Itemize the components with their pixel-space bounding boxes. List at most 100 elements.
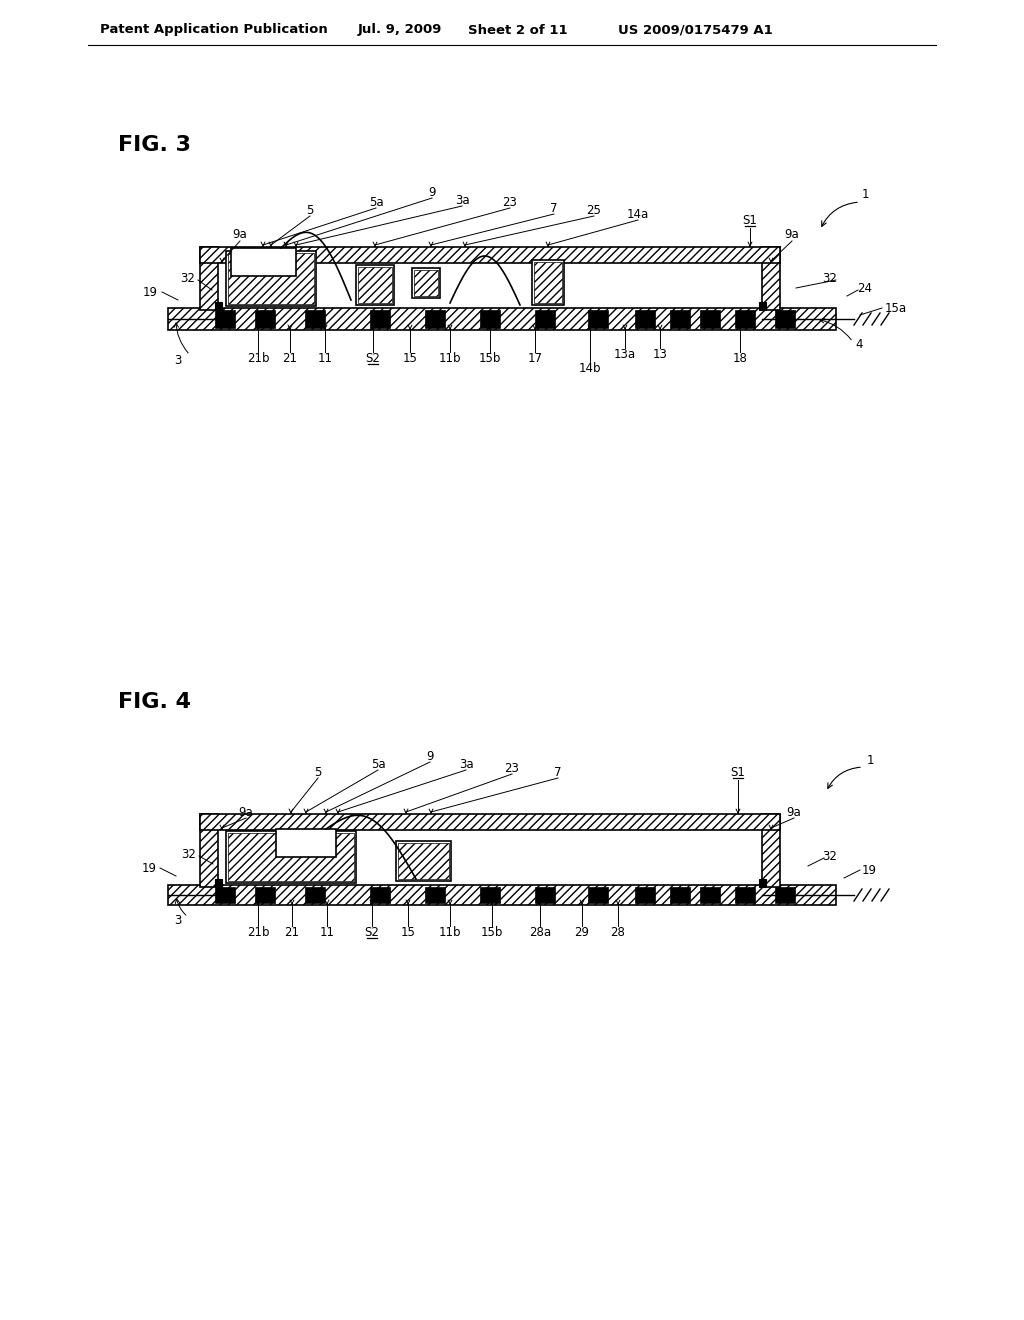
Text: S1: S1 <box>742 214 758 227</box>
Text: 23: 23 <box>505 762 519 775</box>
Text: 32: 32 <box>822 272 838 285</box>
Text: 21: 21 <box>283 351 298 364</box>
Text: 11b: 11b <box>438 351 461 364</box>
Bar <box>200 247 218 310</box>
Bar <box>370 887 390 903</box>
Bar <box>700 310 720 327</box>
Text: 32: 32 <box>822 850 838 862</box>
Text: 9a: 9a <box>239 805 253 818</box>
Text: 11b: 11b <box>438 925 461 939</box>
Bar <box>358 267 392 304</box>
Text: 17: 17 <box>527 351 543 364</box>
Bar <box>535 887 555 903</box>
Bar <box>356 265 394 305</box>
Bar <box>255 310 275 327</box>
Bar <box>775 887 795 903</box>
Bar <box>480 887 500 903</box>
Text: 13: 13 <box>652 347 668 360</box>
Text: 15a: 15a <box>885 301 907 314</box>
Bar <box>305 310 325 327</box>
Text: 15b: 15b <box>479 351 501 364</box>
Text: 7: 7 <box>554 766 562 779</box>
Text: 3a: 3a <box>459 758 473 771</box>
Bar <box>588 887 608 903</box>
Text: 9: 9 <box>428 186 436 198</box>
Text: 11: 11 <box>317 351 333 364</box>
Bar <box>215 887 234 903</box>
Bar <box>412 268 440 298</box>
Bar <box>735 887 755 903</box>
Text: 13a: 13a <box>614 347 636 360</box>
Text: 9a: 9a <box>786 805 802 818</box>
Bar <box>231 248 296 276</box>
Text: 23: 23 <box>503 195 517 209</box>
Text: 9: 9 <box>426 750 434 763</box>
Bar <box>425 310 445 327</box>
Text: 9a: 9a <box>784 228 800 242</box>
Text: S2: S2 <box>366 351 381 364</box>
Bar <box>762 814 780 887</box>
Text: 25: 25 <box>587 203 601 216</box>
Text: 19: 19 <box>142 862 157 874</box>
Text: 19: 19 <box>862 863 877 876</box>
Text: 32: 32 <box>181 847 196 861</box>
Bar <box>370 310 390 327</box>
Text: 1: 1 <box>866 754 873 767</box>
Text: 15b: 15b <box>481 925 503 939</box>
Text: 3: 3 <box>175 354 182 367</box>
Text: 24: 24 <box>857 281 872 294</box>
Text: 21: 21 <box>285 925 299 939</box>
Bar <box>534 261 562 304</box>
Text: FIG. 3: FIG. 3 <box>118 135 191 154</box>
Bar <box>480 310 500 327</box>
Text: 14b: 14b <box>579 362 601 375</box>
Text: 4: 4 <box>855 338 862 351</box>
Text: Sheet 2 of 11: Sheet 2 of 11 <box>468 24 567 37</box>
Bar <box>276 829 336 857</box>
Text: 5a: 5a <box>371 758 385 771</box>
Bar <box>228 253 314 304</box>
Text: Patent Application Publication: Patent Application Publication <box>100 24 328 37</box>
Bar <box>425 887 445 903</box>
Bar <box>735 310 755 327</box>
Bar <box>215 310 234 327</box>
Text: 1: 1 <box>861 189 868 202</box>
Text: 21b: 21b <box>247 351 269 364</box>
Bar <box>200 247 780 263</box>
Bar <box>168 308 836 330</box>
Bar <box>700 887 720 903</box>
Text: US 2009/0175479 A1: US 2009/0175479 A1 <box>618 24 773 37</box>
Text: 21b: 21b <box>247 925 269 939</box>
Bar <box>215 879 222 887</box>
Bar <box>226 251 316 306</box>
Text: 19: 19 <box>143 285 158 298</box>
Text: 32: 32 <box>180 272 195 285</box>
Bar <box>532 260 564 305</box>
Text: 15: 15 <box>400 925 416 939</box>
Text: 5: 5 <box>306 203 313 216</box>
Bar <box>635 310 655 327</box>
Bar <box>226 832 356 883</box>
Text: 3a: 3a <box>455 194 469 206</box>
Text: 28: 28 <box>610 925 626 939</box>
Text: 11: 11 <box>319 925 335 939</box>
Text: 18: 18 <box>732 351 748 364</box>
Bar <box>775 310 795 327</box>
Bar <box>398 843 449 879</box>
Text: 5a: 5a <box>369 195 383 209</box>
Text: 9a: 9a <box>232 228 248 242</box>
Bar <box>200 814 218 887</box>
Text: S2: S2 <box>365 925 380 939</box>
Bar <box>670 887 690 903</box>
Text: Jul. 9, 2009: Jul. 9, 2009 <box>358 24 442 37</box>
Bar <box>414 271 438 296</box>
Bar <box>305 887 325 903</box>
Text: FIG. 4: FIG. 4 <box>118 692 191 711</box>
Bar <box>215 302 222 310</box>
Text: 28a: 28a <box>529 925 551 939</box>
Bar <box>588 310 608 327</box>
Bar <box>759 879 766 887</box>
Bar <box>762 247 780 310</box>
Bar <box>168 884 836 906</box>
Text: 14a: 14a <box>627 207 649 220</box>
